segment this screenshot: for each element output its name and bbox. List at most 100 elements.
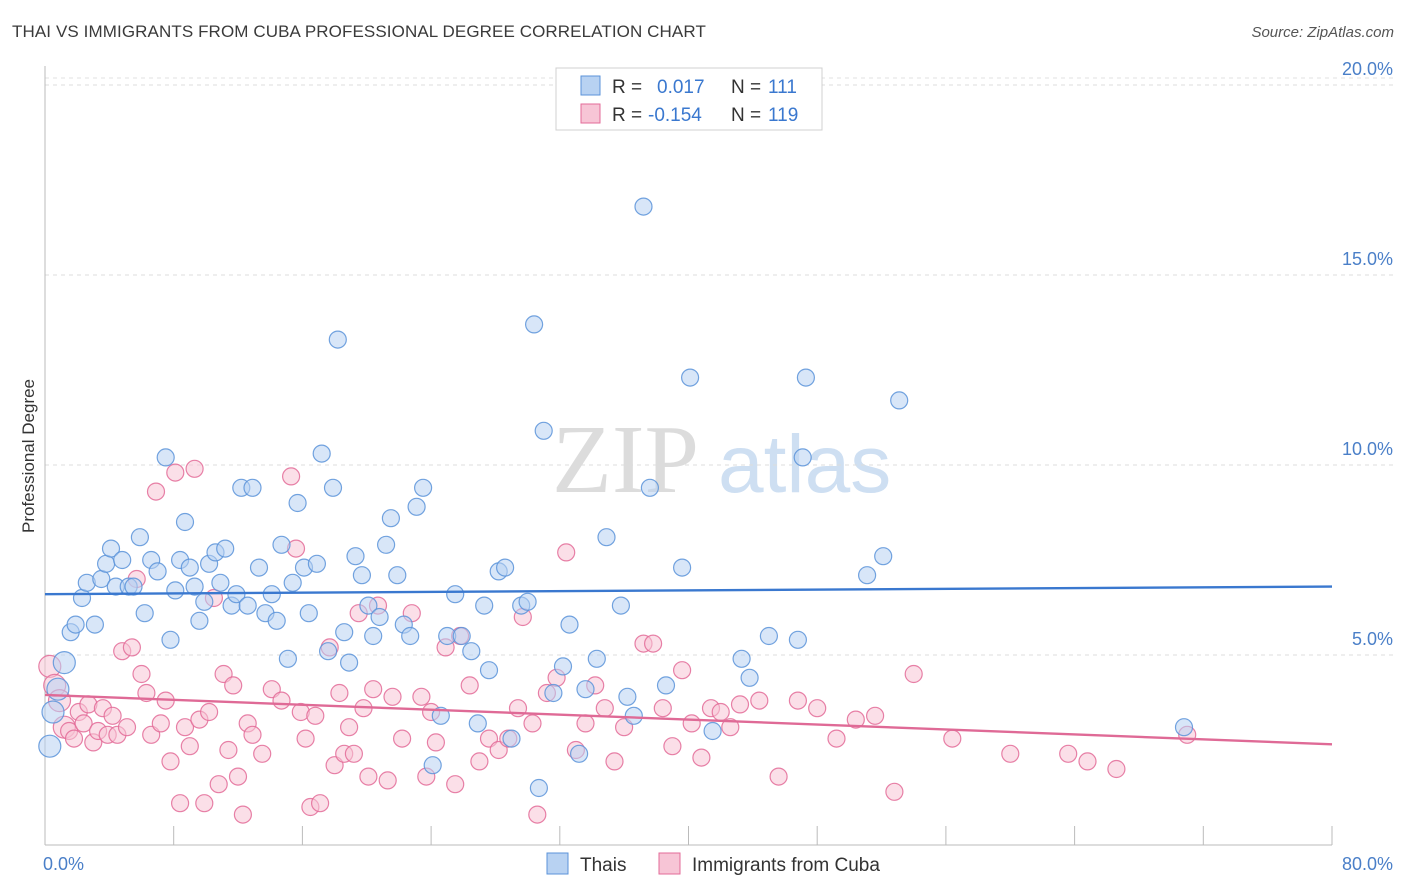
point-thais	[890, 391, 909, 410]
point-immigrants-from-cuba	[103, 706, 122, 725]
point-thais	[793, 448, 812, 467]
point-thais	[124, 577, 143, 596]
point-thais	[640, 478, 660, 497]
stats-swatch-thais	[580, 75, 601, 96]
point-immigrants-from-cuba	[74, 714, 93, 733]
point-thais	[462, 642, 481, 661]
point-immigrants-from-cuba	[137, 683, 156, 703]
point-thais	[874, 547, 893, 566]
point-immigrants-from-cuba	[460, 676, 479, 695]
point-immigrants-from-cuba	[228, 767, 248, 786]
point-thais	[388, 566, 407, 585]
x-tick-label-min: 0.0%	[43, 854, 84, 874]
point-thais	[216, 539, 235, 558]
stats-r-value-thais: 0.017	[657, 77, 705, 98]
point-thais	[672, 558, 692, 577]
point-thais	[283, 573, 302, 592]
point-thais	[85, 615, 105, 634]
point-thais	[496, 558, 515, 577]
point-immigrants-from-cuba	[171, 794, 190, 813]
point-thais	[323, 478, 343, 497]
point-thais	[328, 330, 347, 349]
point-thais	[72, 588, 92, 608]
point-immigrants-from-cuba	[200, 702, 219, 722]
series-immigrants-from-cuba	[38, 459, 1197, 824]
point-immigrants-from-cuba	[846, 710, 865, 729]
point-immigrants-from-cuba	[209, 775, 228, 794]
point-thais	[211, 573, 230, 592]
stats-n-value-cuba: 119	[768, 105, 798, 126]
point-thais	[529, 778, 549, 798]
point-thais	[1174, 718, 1194, 737]
point-thais	[740, 668, 759, 687]
point-immigrants-from-cuba	[1001, 744, 1020, 763]
point-thais	[38, 734, 62, 758]
point-thais	[788, 630, 808, 649]
stats-n-label-cuba: N =	[731, 105, 761, 126]
point-thais	[407, 497, 426, 516]
point-immigrants-from-cuba	[233, 805, 252, 824]
point-immigrants-from-cuba	[808, 699, 827, 718]
point-immigrants-from-cuba	[523, 714, 542, 733]
point-thais	[680, 368, 700, 387]
point-immigrants-from-cuba	[576, 714, 595, 733]
point-thais	[41, 700, 65, 724]
point-immigrants-from-cuba	[827, 729, 846, 748]
stats-r-value-cuba: -0.154	[648, 105, 702, 126]
point-immigrants-from-cuba	[344, 744, 363, 763]
legend-swatch-cuba	[658, 852, 681, 875]
point-immigrants-from-cuba	[557, 543, 576, 562]
point-immigrants-from-cuba	[185, 459, 204, 478]
point-immigrants-from-cuba	[663, 737, 682, 756]
point-immigrants-from-cuba	[721, 718, 740, 737]
stats-r-label-cuba: R =	[612, 105, 642, 126]
watermark-zip: ZIP	[552, 406, 699, 514]
point-immigrants-from-cuba	[253, 744, 272, 763]
point-immigrants-from-cuba	[1107, 759, 1126, 779]
point-thais	[502, 729, 521, 748]
x-tick-label-max: 80.0%	[1342, 854, 1393, 874]
point-immigrants-from-cuba	[175, 718, 195, 737]
point-immigrants-from-cuba	[359, 767, 378, 786]
legend-item-thais[interactable]: Thais	[546, 852, 626, 876]
point-thais	[319, 642, 338, 661]
point-thais	[346, 547, 365, 566]
point-immigrants-from-cuba	[692, 748, 711, 767]
point-thais	[423, 756, 442, 775]
point-thais	[166, 581, 185, 600]
point-thais	[560, 615, 579, 634]
y-axis-title: Professional Degree	[19, 379, 38, 533]
point-immigrants-from-cuba	[146, 482, 166, 501]
point-immigrants-from-cuba	[711, 702, 730, 722]
trend-line-immigrants-from-cuba	[44, 693, 1333, 746]
source-credit: Source: ZipAtlas.com	[1251, 24, 1394, 41]
point-thais	[238, 596, 257, 615]
point-thais	[524, 315, 544, 334]
point-thais	[175, 512, 195, 532]
point-immigrants-from-cuba	[132, 664, 151, 684]
point-thais	[796, 368, 816, 387]
point-immigrants-from-cuba	[364, 680, 383, 699]
y-gridlines	[45, 77, 1393, 656]
chart-title: THAI VS IMMIGRANTS FROM CUBA PROFESSIONA…	[12, 22, 706, 41]
point-immigrants-from-cuba	[195, 794, 214, 813]
point-immigrants-from-cuba	[672, 661, 692, 680]
point-thais	[544, 683, 563, 703]
point-thais	[452, 626, 471, 646]
point-immigrants-from-cuba	[653, 699, 672, 718]
point-thais	[335, 623, 354, 642]
legend: Thais Immigrants from Cuba	[546, 852, 880, 876]
y-tick-label: 5.0%	[1352, 629, 1393, 649]
point-thais	[46, 677, 70, 701]
point-immigrants-from-cuba	[682, 714, 701, 733]
point-immigrants-from-cuba	[219, 740, 238, 760]
point-thais	[569, 744, 589, 763]
point-immigrants-from-cuba	[330, 683, 349, 703]
point-immigrants-from-cuba	[282, 467, 301, 486]
legend-item-cuba[interactable]: Immigrants from Cuba	[658, 852, 880, 876]
stats-r-label-thais: R =	[612, 77, 642, 98]
stats-n-label-thais: N =	[731, 77, 761, 98]
point-immigrants-from-cuba	[865, 706, 885, 725]
point-thais	[101, 539, 121, 558]
point-thais	[96, 554, 116, 573]
